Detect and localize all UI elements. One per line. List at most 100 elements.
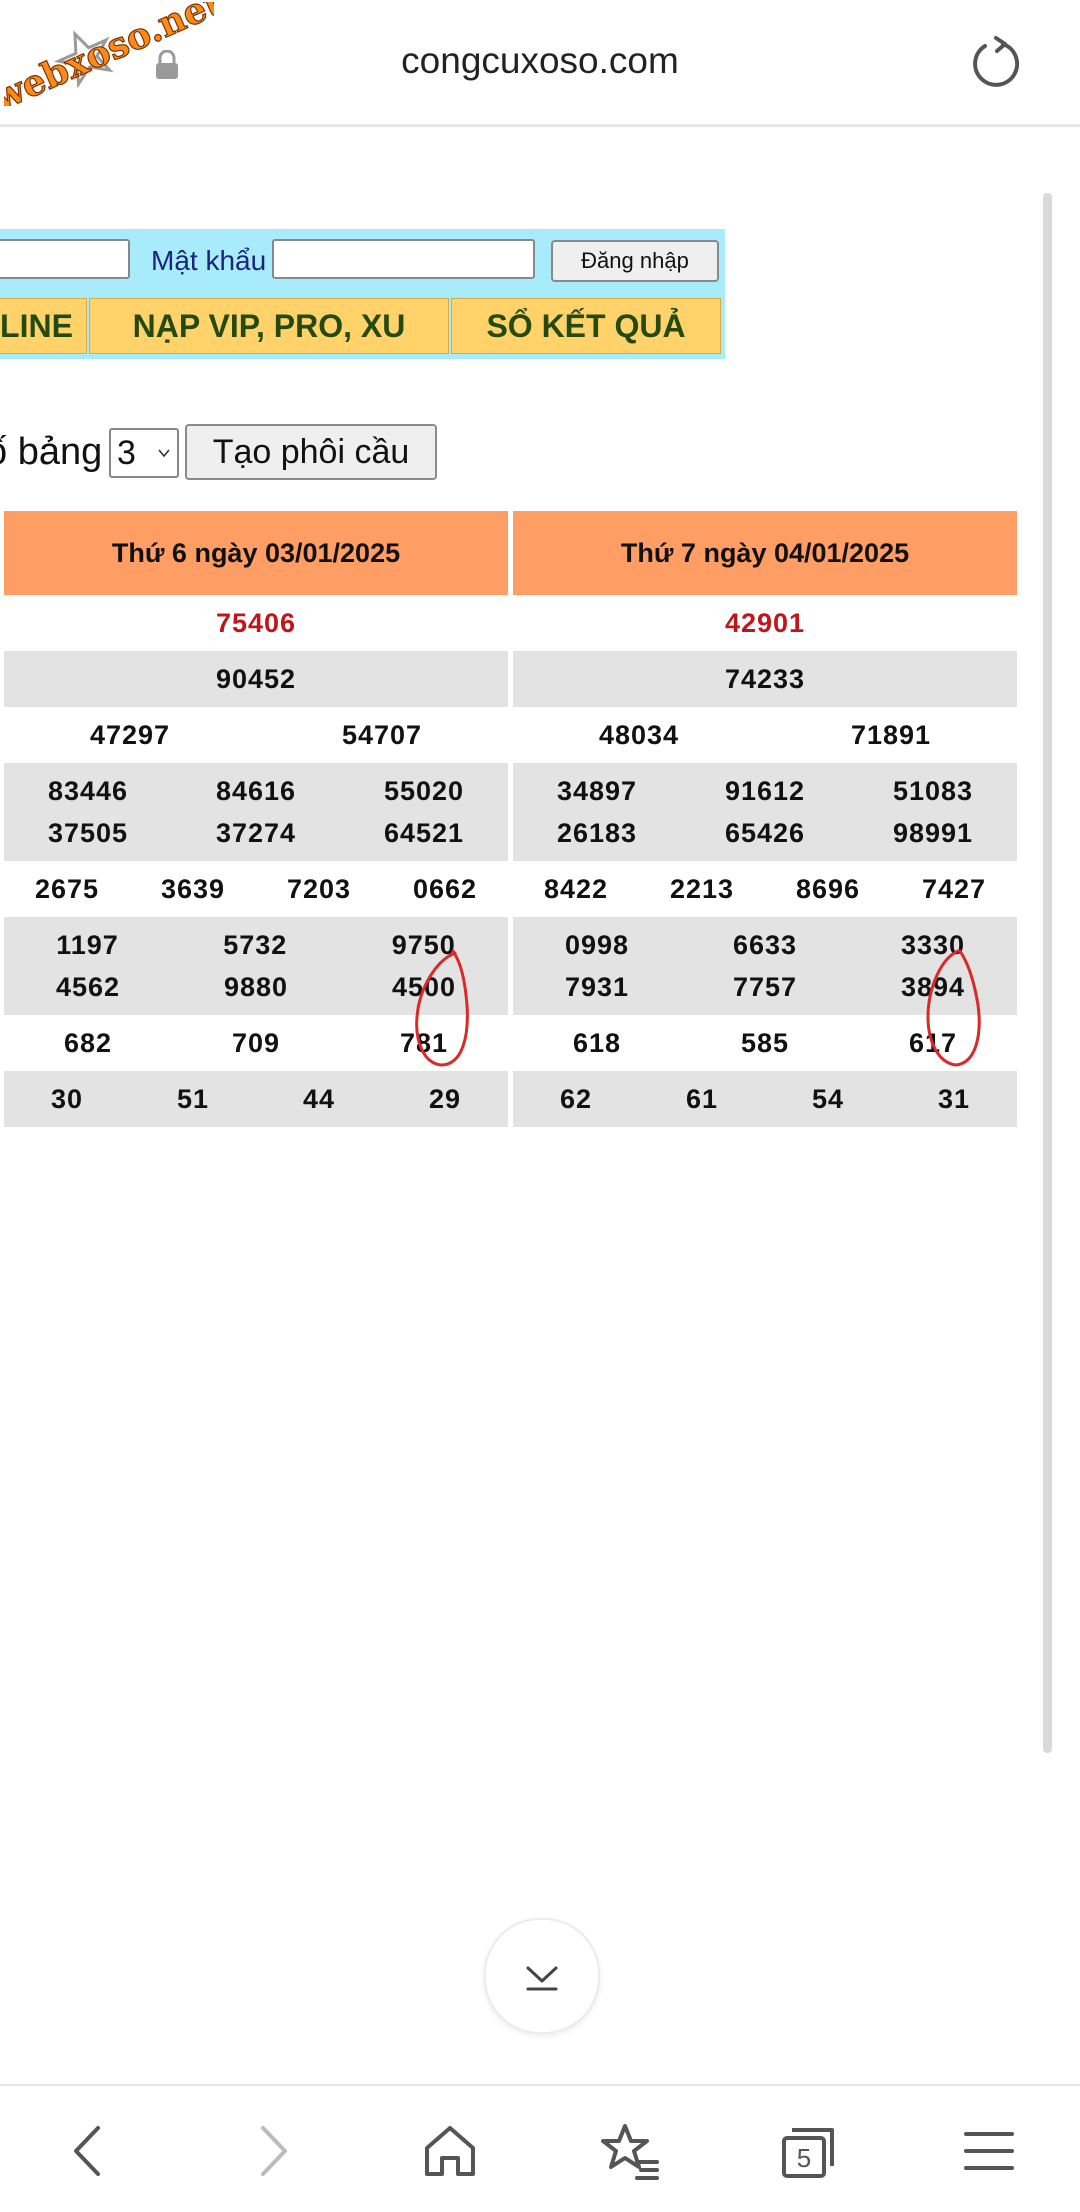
result-table: Thứ 6 ngày 03/01/2025 75406 90452 47297 5470…: [4, 511, 508, 1127]
webxoso-watermark-logo: webxoso.net: [4, 2, 214, 106]
prize-number: 3894: [900, 971, 966, 1002]
prize-number: 9750: [391, 929, 456, 960]
nav-item-so-ket-qua[interactable]: SỔ KẾT QUẢ: [451, 298, 721, 354]
prize-row: 48034 71891: [513, 707, 1017, 763]
prize-number: 7203: [286, 873, 352, 904]
prize-number: 709: [231, 1027, 281, 1058]
prize-number: 61: [685, 1083, 719, 1114]
result-table-header: Thứ 7 ngày 04/01/2025: [513, 511, 1017, 595]
prize-number: 7427: [921, 873, 987, 904]
create-button[interactable]: Tạo phôi cầu: [185, 424, 437, 480]
prize-number: 1197: [56, 929, 119, 960]
address-url[interactable]: congcuxoso.com: [401, 40, 679, 81]
prize-number: 9880: [223, 971, 289, 1002]
prize-number: 682: [63, 1027, 113, 1058]
lock-icon[interactable]: [154, 50, 180, 80]
tab-count: 5: [797, 2143, 811, 2173]
tabs-icon[interactable]: 5: [780, 2122, 838, 2180]
prize-number: 48034: [598, 719, 680, 750]
table-count-label: ố bảng: [0, 431, 103, 473]
forward-arrow-icon[interactable]: [243, 2122, 301, 2180]
special-prize-number: 42901: [724, 607, 806, 638]
prize-number: 62: [559, 1083, 593, 1114]
prize-number: 37274: [215, 817, 297, 848]
password-input[interactable]: [272, 239, 535, 279]
prize-number: 34897: [556, 775, 638, 806]
prize-number: 51083: [892, 775, 974, 806]
prize-row: 34897 91612 51083 26183 65426 98991: [513, 763, 1017, 861]
prize-number: 98991: [892, 817, 974, 848]
login-button[interactable]: Đăng nhập: [551, 240, 719, 282]
prize-number: 3639: [160, 873, 226, 904]
prize-number: 4500: [391, 971, 457, 1002]
browser-bottom-bar: 5: [0, 2084, 1080, 2212]
prize-number: 55020: [383, 775, 465, 806]
login-bar: Mật khẩu Đăng nhập: [0, 229, 725, 295]
result-table-header: Thứ 6 ngày 03/01/2025: [4, 511, 508, 595]
prize-number: 44: [302, 1083, 336, 1114]
prize-row: 1197 5732 9750 4562 9880 4500: [4, 917, 508, 1015]
prize-number: 7931: [564, 971, 630, 1002]
prize-number: 0998: [564, 929, 630, 960]
prize-row: 8422 2213 8696 7427: [513, 861, 1017, 917]
prize-row: 62 61 54 31: [513, 1071, 1017, 1127]
prize-number: 90452: [215, 663, 297, 694]
prize-row: 42901: [513, 595, 1017, 651]
browser-address-bar: webxoso.net congcuxoso.com: [0, 0, 1080, 127]
scroll-to-bottom-button[interactable]: [484, 1918, 600, 2034]
prize-number: 30: [50, 1083, 84, 1114]
prize-number: 2675: [34, 873, 100, 904]
reload-icon[interactable]: [968, 36, 1022, 90]
prize-row: 75406: [4, 595, 508, 651]
home-icon[interactable]: [421, 2122, 479, 2180]
prize-row: 90452: [4, 651, 508, 707]
nav-item-nap-vip[interactable]: NẠP VIP, PRO, XU: [89, 298, 449, 354]
prize-number: 65426: [724, 817, 806, 848]
prize-number: 26183: [556, 817, 638, 848]
prize-number: 3330: [900, 929, 966, 960]
prize-number: 8696: [795, 873, 861, 904]
prize-number: 51: [176, 1083, 210, 1114]
prize-number: 618: [572, 1027, 622, 1058]
username-input[interactable]: [0, 239, 130, 279]
main-nav: LINE NẠP VIP, PRO, XU SỔ KẾT QUẢ: [0, 295, 725, 359]
prize-number: 8422: [543, 873, 609, 904]
table-count-value: 3: [117, 434, 136, 472]
prize-number: 29: [428, 1083, 462, 1114]
prize-row: 618 585 617: [513, 1015, 1017, 1071]
prize-number: 71891: [850, 719, 932, 750]
prize-number: 7757: [732, 971, 798, 1002]
password-label: Mật khẩu: [151, 245, 267, 276]
prize-number: 5732: [223, 929, 288, 960]
prize-number: 74233: [724, 663, 806, 694]
scroll-to-bottom-icon: [526, 1966, 558, 1991]
prize-number: 31: [937, 1083, 971, 1114]
nav-item-line[interactable]: LINE: [0, 298, 87, 354]
prize-number: 781: [399, 1027, 449, 1058]
prize-number: 37505: [47, 817, 129, 848]
hamburger-menu-icon[interactable]: [960, 2122, 1018, 2180]
prize-row: 2675 3639 7203 0662: [4, 861, 508, 917]
prize-row: 83446 84616 55020 37505 37274 64521: [4, 763, 508, 861]
prize-number: 83446: [47, 775, 129, 806]
special-prize-number: 75406: [215, 607, 297, 638]
bookmark-star-icon[interactable]: [601, 2122, 659, 2180]
table-count-select[interactable]: 3: [109, 428, 179, 478]
prize-number: 91612: [724, 775, 806, 806]
page-scrollbar[interactable]: [1043, 193, 1052, 1753]
prize-row: 0998 6633 3330 7931 7757 3894: [513, 917, 1017, 1015]
prize-number: 2213: [669, 873, 735, 904]
chevron-down-icon: [158, 449, 170, 458]
prize-number: 4562: [55, 971, 121, 1002]
prize-number: 585: [740, 1027, 790, 1058]
prize-row: 30 51 44 29: [4, 1071, 508, 1127]
prize-number: 54: [811, 1083, 845, 1114]
prize-number: 47297: [89, 719, 171, 750]
prize-row: 682 709 781: [4, 1015, 508, 1071]
prize-number: 84616: [215, 775, 297, 806]
result-table: Thứ 7 ngày 04/01/2025 42901 74233 48034 7189…: [513, 511, 1017, 1127]
prize-number: 6633: [732, 929, 798, 960]
back-arrow-icon[interactable]: [60, 2122, 118, 2180]
prize-row: 74233: [513, 651, 1017, 707]
prize-number: 617: [908, 1027, 958, 1058]
